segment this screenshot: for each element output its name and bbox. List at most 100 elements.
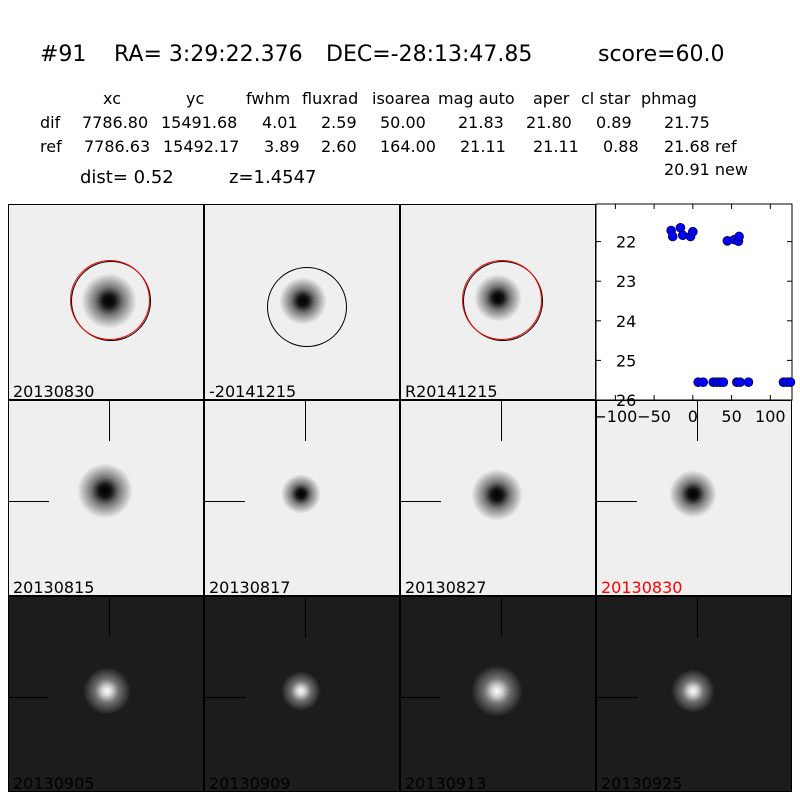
crosshair-horizontal xyxy=(205,697,245,698)
crosshair-horizontal xyxy=(597,501,637,502)
stamp-date-label: 20130830 xyxy=(601,578,683,596)
aperture-circle xyxy=(267,267,347,347)
y-tick-label: 23 xyxy=(616,272,636,291)
dec: DEC=-28:13:47.85 xyxy=(326,42,533,67)
table-cell: 21.80 xyxy=(526,113,572,132)
stamp-date-label: 20130817 xyxy=(209,578,291,596)
row-label: ref xyxy=(40,137,62,156)
table-cell: 2.59 xyxy=(321,113,357,132)
table-cell: 21.11 xyxy=(533,137,579,156)
stamp-date-label: 20130913 xyxy=(405,774,487,792)
image-stamp: 20130830 xyxy=(8,204,204,400)
crosshair-horizontal xyxy=(9,697,49,698)
redshift: z=1.4547 xyxy=(229,167,317,188)
table-cell: 21.68 ref xyxy=(664,137,737,156)
data-point xyxy=(688,226,698,237)
score: score=60.0 xyxy=(598,42,725,67)
aperture-circle-red xyxy=(462,260,542,340)
column-header: isoarea xyxy=(372,89,431,108)
column-header: phmag xyxy=(641,89,697,108)
y-tick-label: 24 xyxy=(616,312,636,331)
crosshair-vertical xyxy=(697,597,698,637)
data-point xyxy=(735,377,745,387)
stamp-date-label: 20130909 xyxy=(209,774,291,792)
row-label: dif xyxy=(40,113,61,132)
x-tick-label: −100 xyxy=(593,407,637,426)
source-blob xyxy=(77,463,133,519)
table-cell: 21.83 xyxy=(458,113,504,132)
y-tick-label: 22 xyxy=(616,233,636,252)
crosshair-vertical xyxy=(501,597,502,637)
column-header: xc xyxy=(103,89,121,108)
table-cell: 7786.63 xyxy=(84,137,151,156)
crosshair-horizontal xyxy=(597,697,637,698)
stamp-date-label: 20130827 xyxy=(405,578,487,596)
image-stamp: R20141215 xyxy=(400,204,596,400)
source-blob xyxy=(281,474,321,514)
table-cell: 7786.80 xyxy=(82,113,149,132)
data-point xyxy=(667,231,678,242)
table-cell: 15491.68 xyxy=(161,113,238,132)
image-stamp: 20130827 xyxy=(400,400,596,596)
data-point xyxy=(734,231,744,242)
crosshair-vertical xyxy=(109,597,110,637)
stamp-date-label: R20141215 xyxy=(405,382,498,400)
image-stamp: 20130817 xyxy=(204,400,400,596)
table-cell: 164.00 xyxy=(380,137,436,156)
y-tick-label: 25 xyxy=(616,351,636,370)
data-point xyxy=(743,377,754,387)
data-point xyxy=(718,377,729,387)
crosshair-vertical xyxy=(697,401,698,441)
crosshair-vertical xyxy=(305,597,306,637)
column-header: fluxrad xyxy=(302,89,359,108)
table-cell: 50.00 xyxy=(380,113,426,132)
y-tick-label: 26 xyxy=(616,391,636,410)
data-point xyxy=(785,377,796,387)
lightcurve-plot: −100 −50 0 50 100 22 23 24 25 26 xyxy=(593,203,796,426)
x-tick-label: 50 xyxy=(721,407,741,426)
table-cell: 21.11 xyxy=(460,137,506,156)
stamp-date-label: 20130925 xyxy=(601,774,683,792)
table-cell: 0.89 xyxy=(596,113,632,132)
x-tick-label: 0 xyxy=(688,407,698,426)
stamp-date-label: 20130905 xyxy=(13,774,95,792)
source-blob xyxy=(471,469,523,521)
source-blob xyxy=(669,470,717,518)
column-header: mag auto xyxy=(438,89,515,108)
crosshair-horizontal xyxy=(401,501,441,502)
table-cell: 4.01 xyxy=(262,113,298,132)
column-header: aper xyxy=(533,89,570,108)
table-cell: 3.89 xyxy=(264,137,300,156)
image-stamp: 20130913 xyxy=(400,596,596,792)
stamp-date-label: 20130815 xyxy=(13,578,95,596)
source-blob xyxy=(83,667,131,715)
crosshair-vertical xyxy=(109,401,110,441)
image-stamp: 20130909 xyxy=(204,596,400,792)
candidate-id: #91 xyxy=(40,42,87,67)
table-cell: 15492.17 xyxy=(163,137,240,156)
ra: RA= 3:29:22.376 xyxy=(114,42,303,67)
crosshair-horizontal xyxy=(205,501,245,502)
x-tick-label: 100 xyxy=(755,407,786,426)
source-blob xyxy=(471,665,523,717)
column-header: yc xyxy=(186,89,205,108)
table-cell: 21.75 xyxy=(664,113,710,132)
crosshair-horizontal xyxy=(9,501,49,502)
crosshair-vertical xyxy=(501,401,502,441)
table-cell: 0.88 xyxy=(603,137,639,156)
image-stamp: 20130830 xyxy=(596,400,792,596)
stamp-date-label: 20130830 xyxy=(13,382,95,400)
image-stamp: 20130925 xyxy=(596,596,792,792)
crosshair-horizontal xyxy=(401,697,441,698)
image-stamp: 20130905 xyxy=(8,596,204,792)
stamp-date-label: -20141215 xyxy=(209,382,297,400)
table-cell: 2.60 xyxy=(321,137,357,156)
image-stamp: 20130815 xyxy=(8,400,204,596)
dist: dist= 0.52 xyxy=(80,167,174,188)
crosshair-vertical xyxy=(305,401,306,441)
x-tick-label: −50 xyxy=(637,407,671,426)
column-header: cl star xyxy=(581,89,631,108)
source-blob xyxy=(671,669,715,713)
source-blob xyxy=(281,671,321,711)
